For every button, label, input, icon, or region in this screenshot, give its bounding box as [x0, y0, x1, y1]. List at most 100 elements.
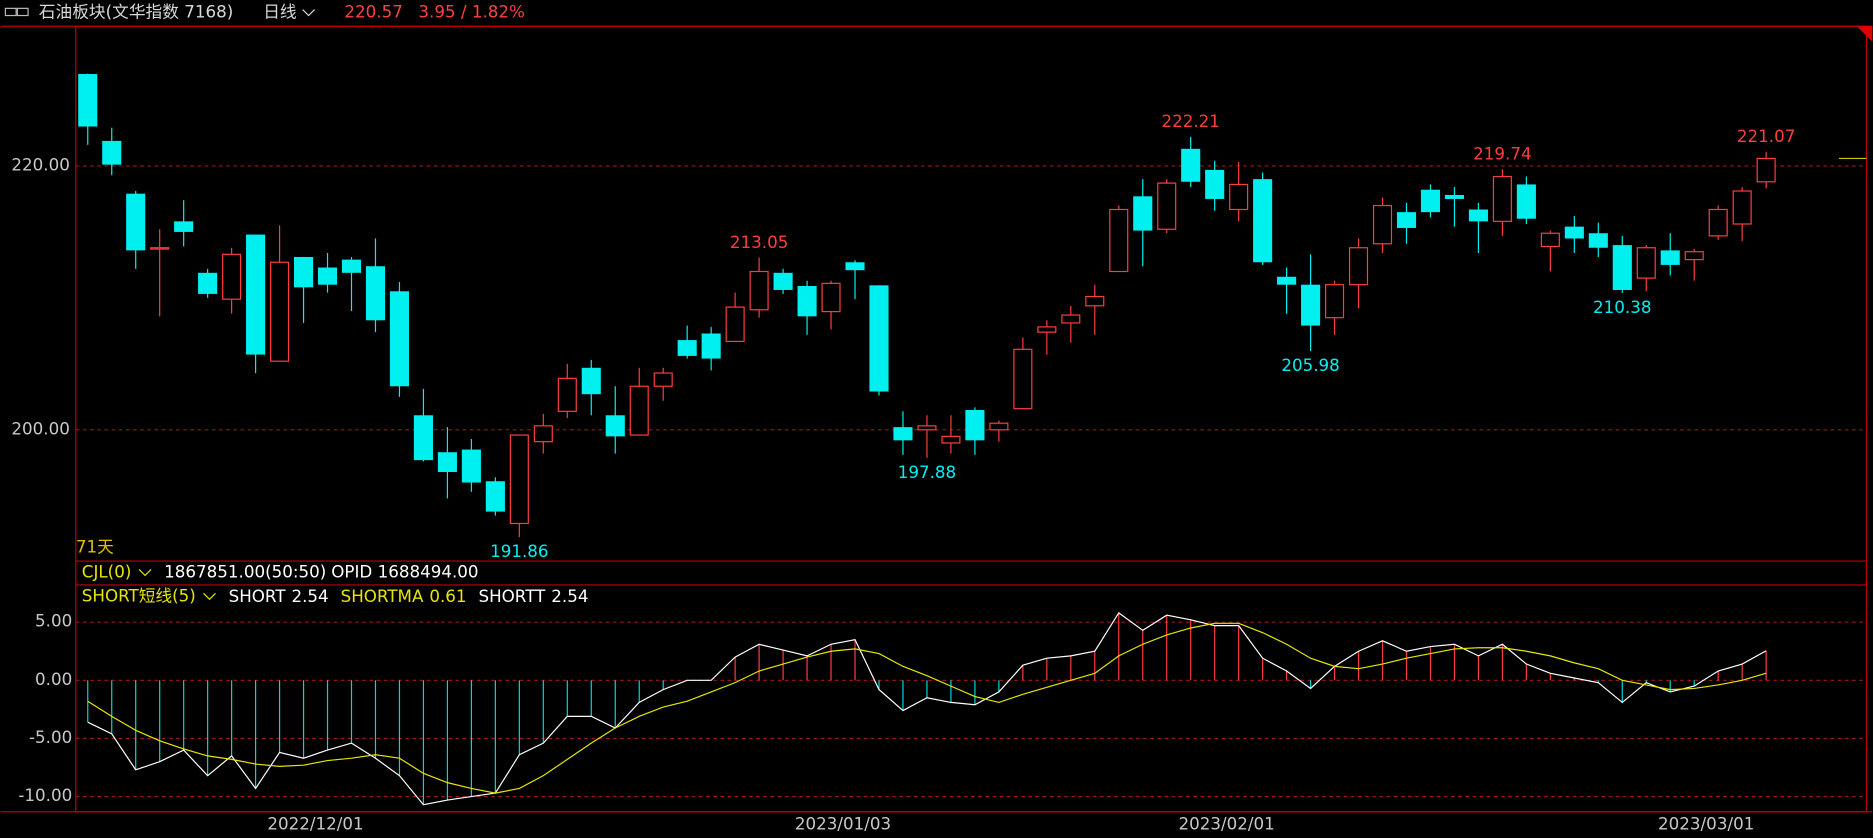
- candle-body: [246, 234, 266, 355]
- dropdown-chevron[interactable]: [203, 592, 216, 601]
- candle-body: [1157, 182, 1177, 230]
- x-tick-label: 2023/01/03: [795, 813, 891, 833]
- candle-body: [1013, 348, 1033, 410]
- candle-body: [869, 285, 889, 392]
- candle-body: [893, 427, 913, 441]
- candle-body: [1205, 169, 1225, 199]
- corner-marker: [1856, 26, 1873, 42]
- candle-body: [581, 367, 601, 395]
- candle-body: [461, 449, 481, 483]
- x-tick-label: 2022/12/01: [267, 813, 363, 833]
- y-tick-label: 5.00: [35, 611, 72, 631]
- candle-body: [126, 193, 146, 251]
- y-tick-label: 200.00: [11, 418, 69, 438]
- legend-name: SHORT: [229, 585, 287, 605]
- low-label: 210.38: [1593, 297, 1651, 317]
- candle-body: [965, 409, 985, 441]
- last-price: 220.57: [344, 2, 402, 22]
- candle-body: [941, 435, 961, 444]
- legend-value: 0.61: [429, 585, 466, 605]
- frame: [0, 25, 1873, 813]
- indicator-header: SHORT短线(5) SHORT 2.54 SHORTMA 0.61 SHORTT 2.5…: [82, 585, 589, 605]
- candle-body: [437, 452, 457, 472]
- candle-body: [797, 286, 817, 317]
- candle-body: [1732, 190, 1752, 225]
- price-change: 3.95 / 1.82%: [418, 2, 525, 22]
- high-label: 222.21: [1161, 111, 1219, 131]
- y-tick-label: 0.00: [35, 669, 72, 689]
- candle-body: [389, 291, 410, 387]
- open-interest: OPID 1688494.00: [331, 561, 478, 581]
- x-tick-label: 2023/02/01: [1179, 813, 1275, 833]
- candle-body: [1660, 250, 1680, 265]
- candle-body: [365, 266, 386, 321]
- candle-body: [150, 247, 170, 250]
- candle-body: [270, 261, 290, 362]
- candle-body: [1516, 184, 1536, 219]
- candle-body: [341, 259, 362, 273]
- high-label: 221.07: [1737, 126, 1795, 146]
- candle-body: [989, 422, 1009, 431]
- x-tick-label: 2023/03/01: [1658, 813, 1754, 833]
- candle-body: [1396, 212, 1417, 228]
- legend-value: 2.54: [291, 585, 328, 605]
- volume-value: 1867851.00(50:50): [164, 561, 326, 581]
- period-selector[interactable]: 日线: [263, 2, 297, 22]
- candle-body: [102, 140, 122, 165]
- legend: SHORT 2.54 SHORTMA 0.61 SHORTT 2.54: [229, 585, 589, 605]
- low-label: 197.88: [898, 462, 956, 482]
- candle-body: [605, 415, 625, 437]
- candle-body: [198, 272, 218, 294]
- candle-body: [1636, 247, 1656, 279]
- indicator-line: [87, 622, 1767, 794]
- candle-body: [1277, 276, 1297, 285]
- candle-body: [725, 306, 745, 343]
- high-label: 219.74: [1473, 144, 1531, 164]
- candle-body: [78, 74, 98, 127]
- instrument-title: 石油板块(文华指数 7168): [39, 2, 233, 22]
- link-icon[interactable]: [4, 7, 17, 17]
- dropdown-chevron[interactable]: [302, 9, 315, 17]
- candle-body: [1612, 245, 1632, 290]
- candle-body: [701, 333, 721, 359]
- indicator-line: [87, 612, 1767, 806]
- volume-header: CJL(0) 1867851.00(50:50) OPID 1688494.00: [82, 561, 479, 581]
- candle-body: [1325, 284, 1345, 319]
- toolbar: 石油板块(文华指数 7168) 日线 220.57 3.95 / 1.82%: [4, 2, 525, 22]
- indicator-name[interactable]: CJL(0): [82, 561, 132, 581]
- candle-body: [174, 221, 194, 232]
- y-tick-label: -10.00: [18, 785, 72, 805]
- candle-body: [509, 434, 529, 525]
- candle-body: [1037, 326, 1057, 333]
- candle-body: [1253, 179, 1273, 263]
- candle-body: [413, 415, 433, 461]
- candle-body: [533, 425, 553, 443]
- candle-body: [749, 270, 769, 311]
- indicator-title[interactable]: SHORT短线(5): [82, 585, 196, 605]
- candle-body: [1372, 204, 1393, 245]
- candle-body: [1756, 157, 1776, 183]
- link-icon[interactable]: [16, 7, 29, 17]
- candle-body: [293, 256, 314, 288]
- candle-body: [1420, 189, 1441, 213]
- dropdown-chevron[interactable]: [138, 568, 152, 577]
- candle-body: [1468, 209, 1488, 222]
- y-tick-label: 220.00: [11, 154, 69, 174]
- days-label: 71天: [76, 536, 114, 556]
- candle-body: [917, 425, 937, 431]
- candle-body: [629, 385, 649, 436]
- legend-name: SHORTMA: [341, 585, 424, 605]
- low-label: 191.86: [490, 541, 548, 561]
- candle-body: [1181, 148, 1201, 182]
- candle-body: [1684, 251, 1704, 261]
- candle-body: [1348, 247, 1369, 286]
- candle-body: [317, 267, 338, 285]
- y-tick-label: -5.00: [29, 727, 72, 747]
- candle-body: [653, 372, 673, 387]
- candle-body: [1229, 183, 1249, 211]
- candle-body: [1085, 295, 1105, 307]
- high-label: 213.05: [730, 232, 788, 252]
- candle-body: [677, 340, 697, 356]
